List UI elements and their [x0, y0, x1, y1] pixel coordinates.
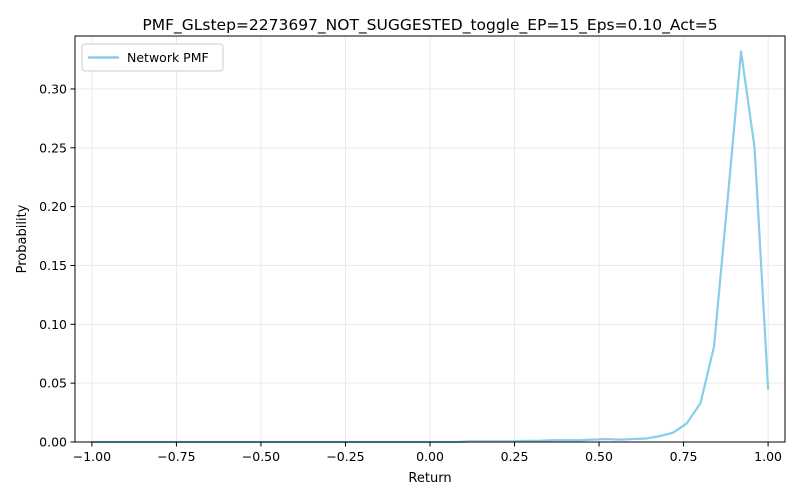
y-axis: 0.00 0.05 0.10 0.15 0.20 0.25 0.30 — [39, 81, 75, 450]
x-axis-label: Return — [408, 471, 451, 486]
y-axis-label: Probability — [15, 204, 30, 273]
x-tick-label: −0.50 — [242, 449, 280, 464]
legend: Network PMF — [81, 43, 224, 72]
chart-title: PMF_GLstep=2273697_NOT_SUGGESTED_toggle_… — [142, 16, 717, 35]
y-tick-label: 0.20 — [39, 199, 67, 214]
legend-label: Network PMF — [127, 50, 209, 65]
x-tick-label: 0.50 — [585, 449, 613, 464]
x-tick-label: −0.25 — [326, 449, 364, 464]
legend-box — [81, 43, 224, 72]
y-tick-label: 0.25 — [39, 140, 67, 155]
x-tick-label: 0.00 — [416, 449, 444, 464]
x-axis: −1.00 −0.75 −0.50 −0.25 0.00 0.25 0.50 0.75 1.00 — [73, 442, 782, 464]
x-tick-label: 0.75 — [670, 449, 698, 464]
x-tick-label: 1.00 — [754, 449, 782, 464]
y-tick-label: 0.05 — [39, 376, 67, 391]
y-tick-label: 0.30 — [39, 81, 67, 96]
x-tick-label: −0.75 — [157, 449, 195, 464]
y-tick-label: 0.10 — [39, 317, 67, 332]
y-tick-label: 0.15 — [39, 258, 67, 273]
x-tick-label: 0.25 — [501, 449, 529, 464]
y-tick-label: 0.00 — [39, 435, 67, 450]
x-tick-label: −1.00 — [73, 449, 111, 464]
